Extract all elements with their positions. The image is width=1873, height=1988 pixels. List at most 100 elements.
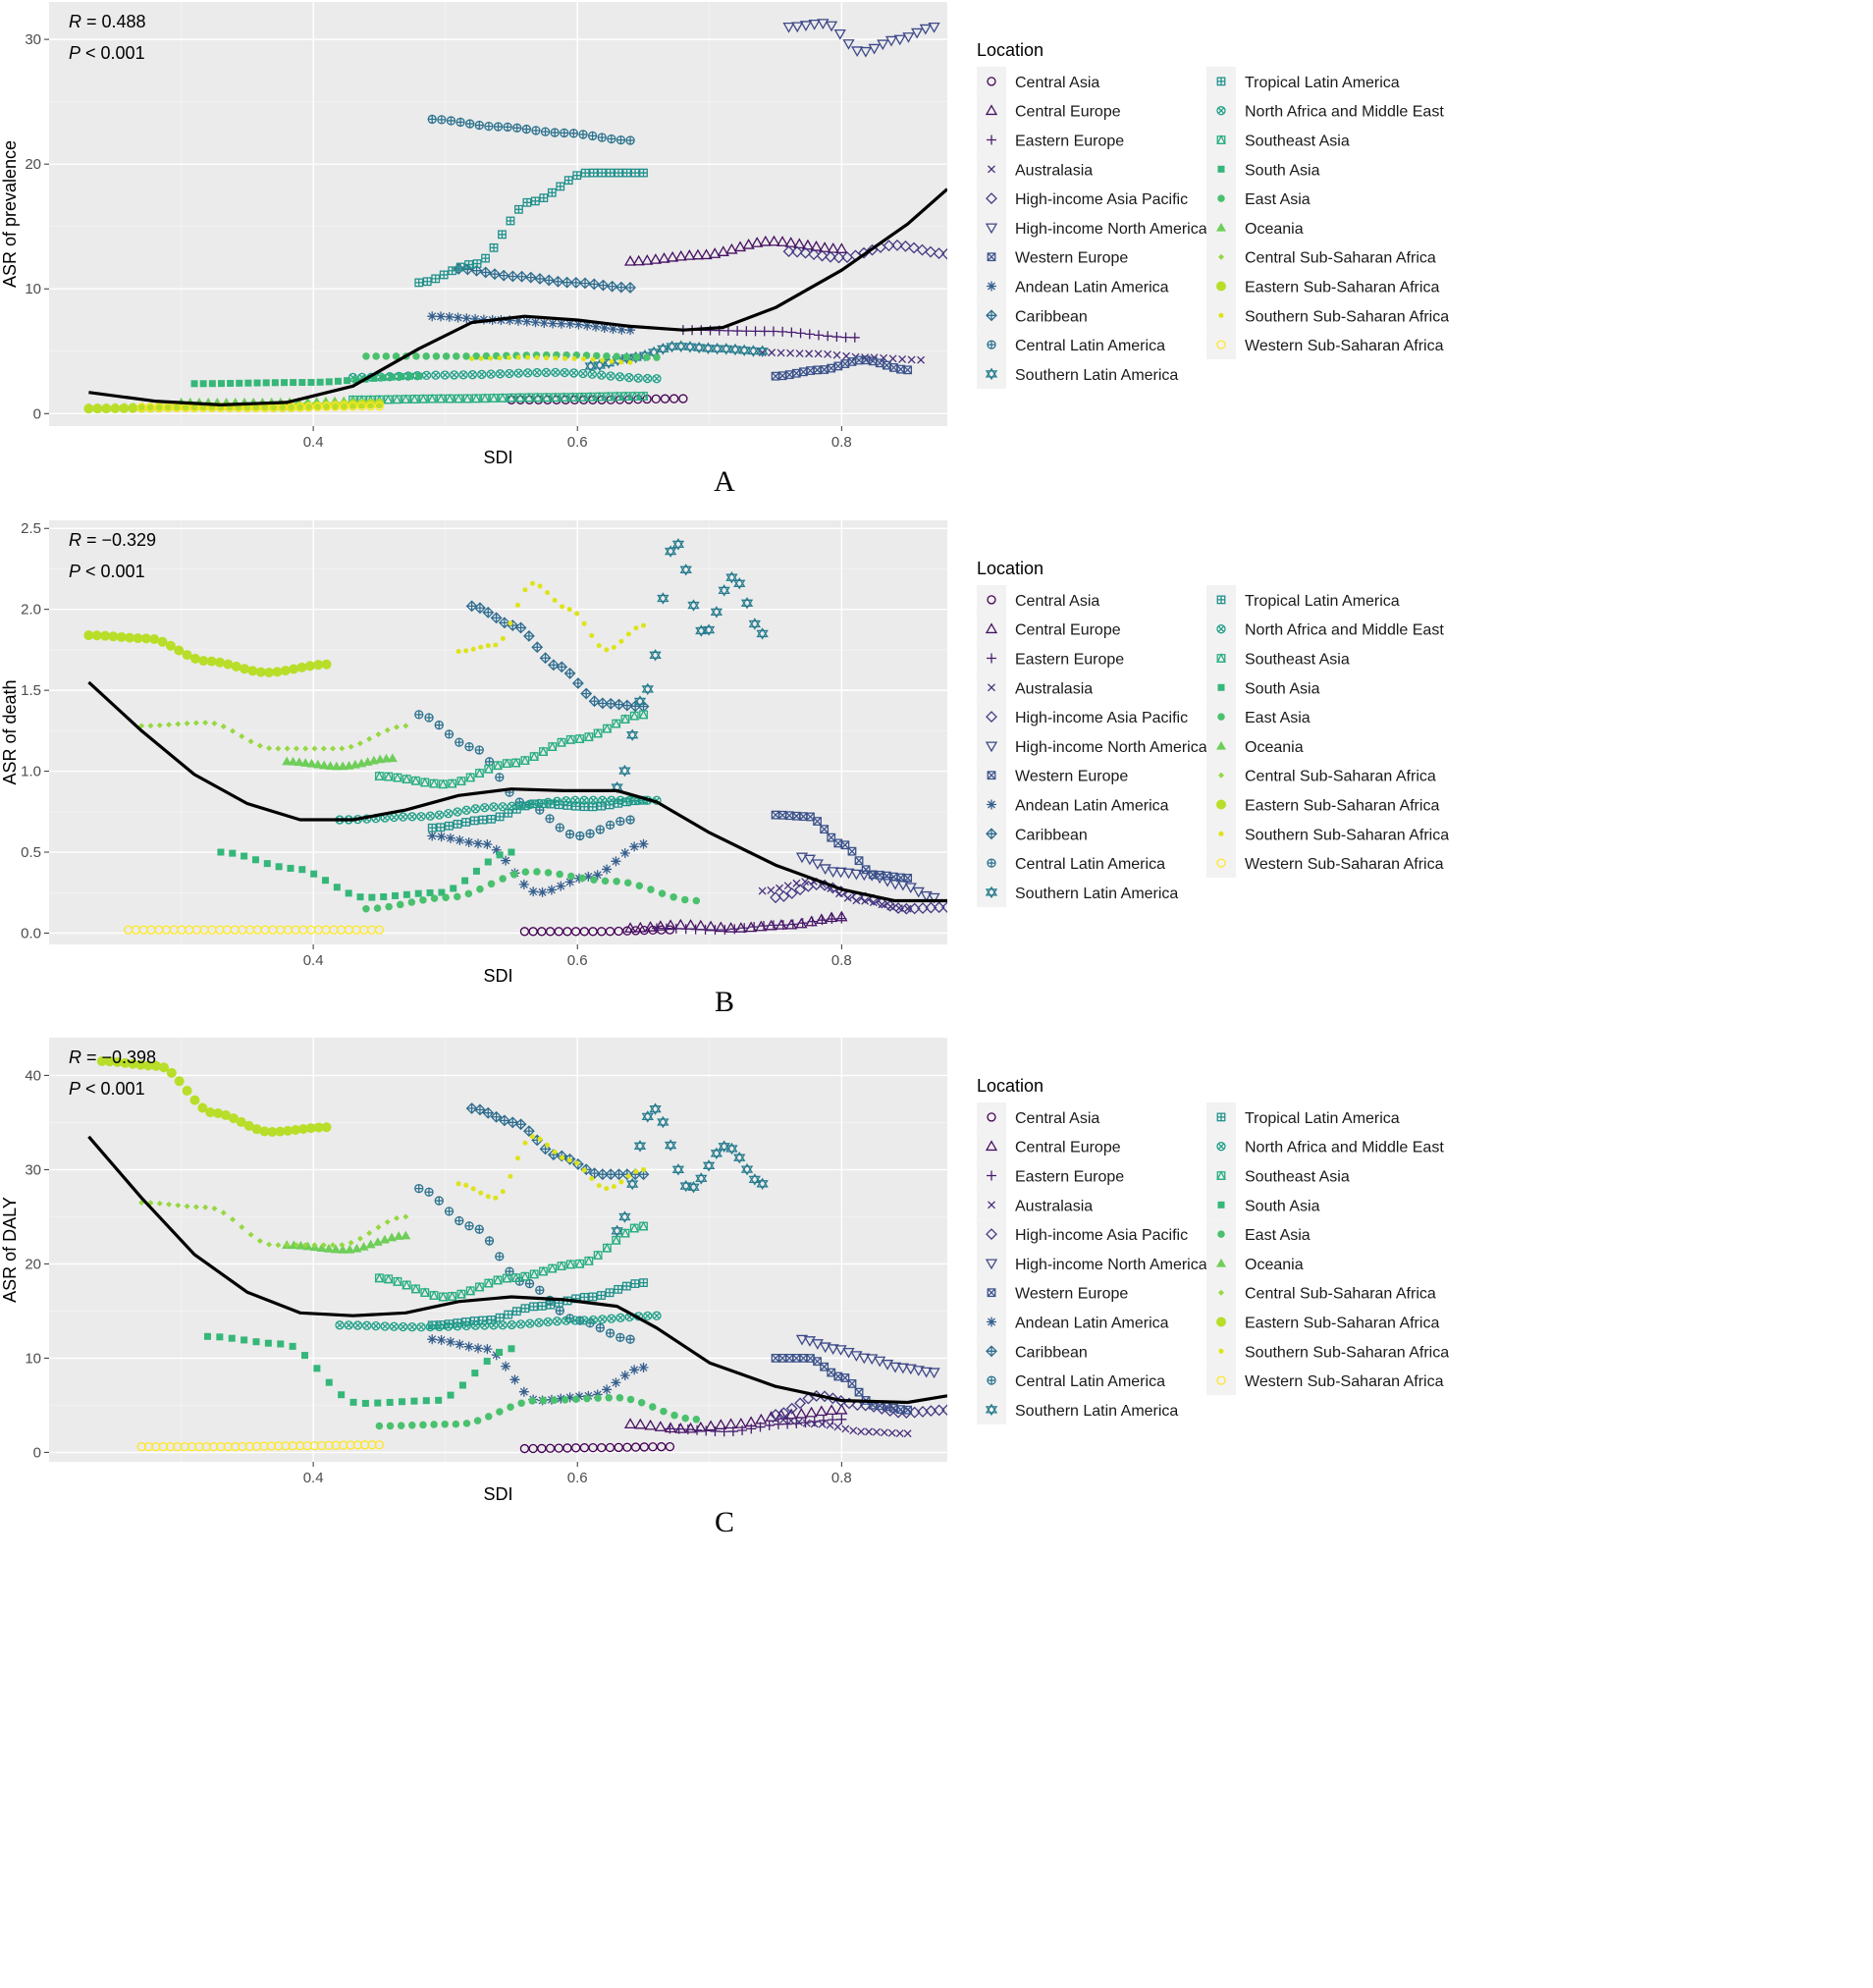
series-north-africa-and-middle-east [348,367,662,384]
data-point [505,315,515,326]
legend-symbol [1216,106,1226,116]
data-point [321,1122,332,1133]
data-point [567,392,578,402]
data-point [657,592,669,605]
data-point [629,841,640,852]
data-point [627,359,633,365]
data-point [409,394,420,403]
legend-label: Western Europe [1015,250,1128,267]
data-point [710,1147,723,1160]
data-point [277,1340,285,1348]
data-point [116,631,127,642]
data-point [374,1399,382,1407]
data-point [880,353,888,362]
legend-symbol [1216,653,1226,663]
data-point [175,1202,182,1209]
y-tick-label: 1.0 [21,764,41,780]
legend-title: Location [977,1076,1044,1096]
legend-item: Caribbean [977,300,1088,331]
data-point [786,349,795,357]
legend-item: Western Europe [977,1277,1128,1308]
data-point [476,885,484,893]
data-point [217,848,225,856]
data-point [293,745,299,752]
data-point [445,1336,455,1347]
data-point [435,311,446,322]
data-point [840,1373,850,1382]
data-point [389,1321,400,1331]
p-statistic: P < 0.001 [69,1079,145,1099]
p-statistic: P < 0.001 [69,43,145,63]
data-point [669,394,679,403]
data-point [635,882,644,889]
data-point [229,727,236,734]
data-point [884,35,898,47]
data-point [611,644,616,650]
y-tick-label: 40 [25,1067,41,1084]
data-point [472,867,480,875]
legend-item: Central Asia [977,1102,1099,1132]
legend-key [977,878,1006,907]
data-point [294,402,305,412]
data-point [455,117,465,128]
data-point [607,134,616,144]
y-tick-label: 0.5 [21,844,41,861]
data-point [623,1418,637,1428]
series-australasia [772,1415,912,1438]
data-point [574,1160,580,1166]
series-central-europe [623,1403,848,1433]
data-point [896,1405,905,1415]
data-point [456,776,466,786]
data-point [861,896,870,905]
data-point [189,1095,200,1105]
data-point [588,927,598,937]
data-point [478,644,484,650]
data-point [422,277,432,287]
data-point [611,1235,621,1245]
data-point [787,919,798,930]
data-point [455,1181,461,1187]
data-point [537,1136,543,1142]
data-point [738,344,751,357]
data-point [827,242,839,253]
data-point [588,1315,599,1325]
data-point [522,1125,535,1138]
data-point [497,355,503,361]
data-point [556,318,566,329]
data-point [547,188,557,197]
y-tick-label: 10 [25,281,41,297]
legend-key [977,1395,1006,1424]
data-point [579,795,589,805]
legend-symbol [987,1316,996,1327]
data-point [349,1398,357,1406]
data-point [125,632,135,643]
data-point [570,1316,580,1325]
data-point [298,379,306,387]
data-point [700,248,713,260]
data-point [941,901,947,913]
data-point [490,612,503,624]
data-point [368,893,376,901]
data-point [455,649,461,655]
data-point [767,886,776,894]
data-point [933,247,945,259]
data-point [866,1354,879,1366]
x-tick-label: 0.4 [303,434,324,451]
data-point [506,216,515,226]
data-point [407,898,416,906]
legend-item: High-income Asia Pacific [977,184,1188,213]
legend-symbol [987,1170,996,1181]
data-point [664,919,677,931]
data-point [429,1290,439,1300]
data-point [594,1394,602,1402]
data-point [427,831,438,841]
data-point [444,1207,455,1216]
data-point [444,311,455,322]
data-point [439,270,449,280]
data-point [461,1320,471,1331]
data-point [508,1173,513,1179]
data-point [406,372,414,380]
legend-label: Central Latin America [1015,856,1165,873]
data-point [612,391,622,402]
x-tick-label: 0.8 [831,434,852,451]
